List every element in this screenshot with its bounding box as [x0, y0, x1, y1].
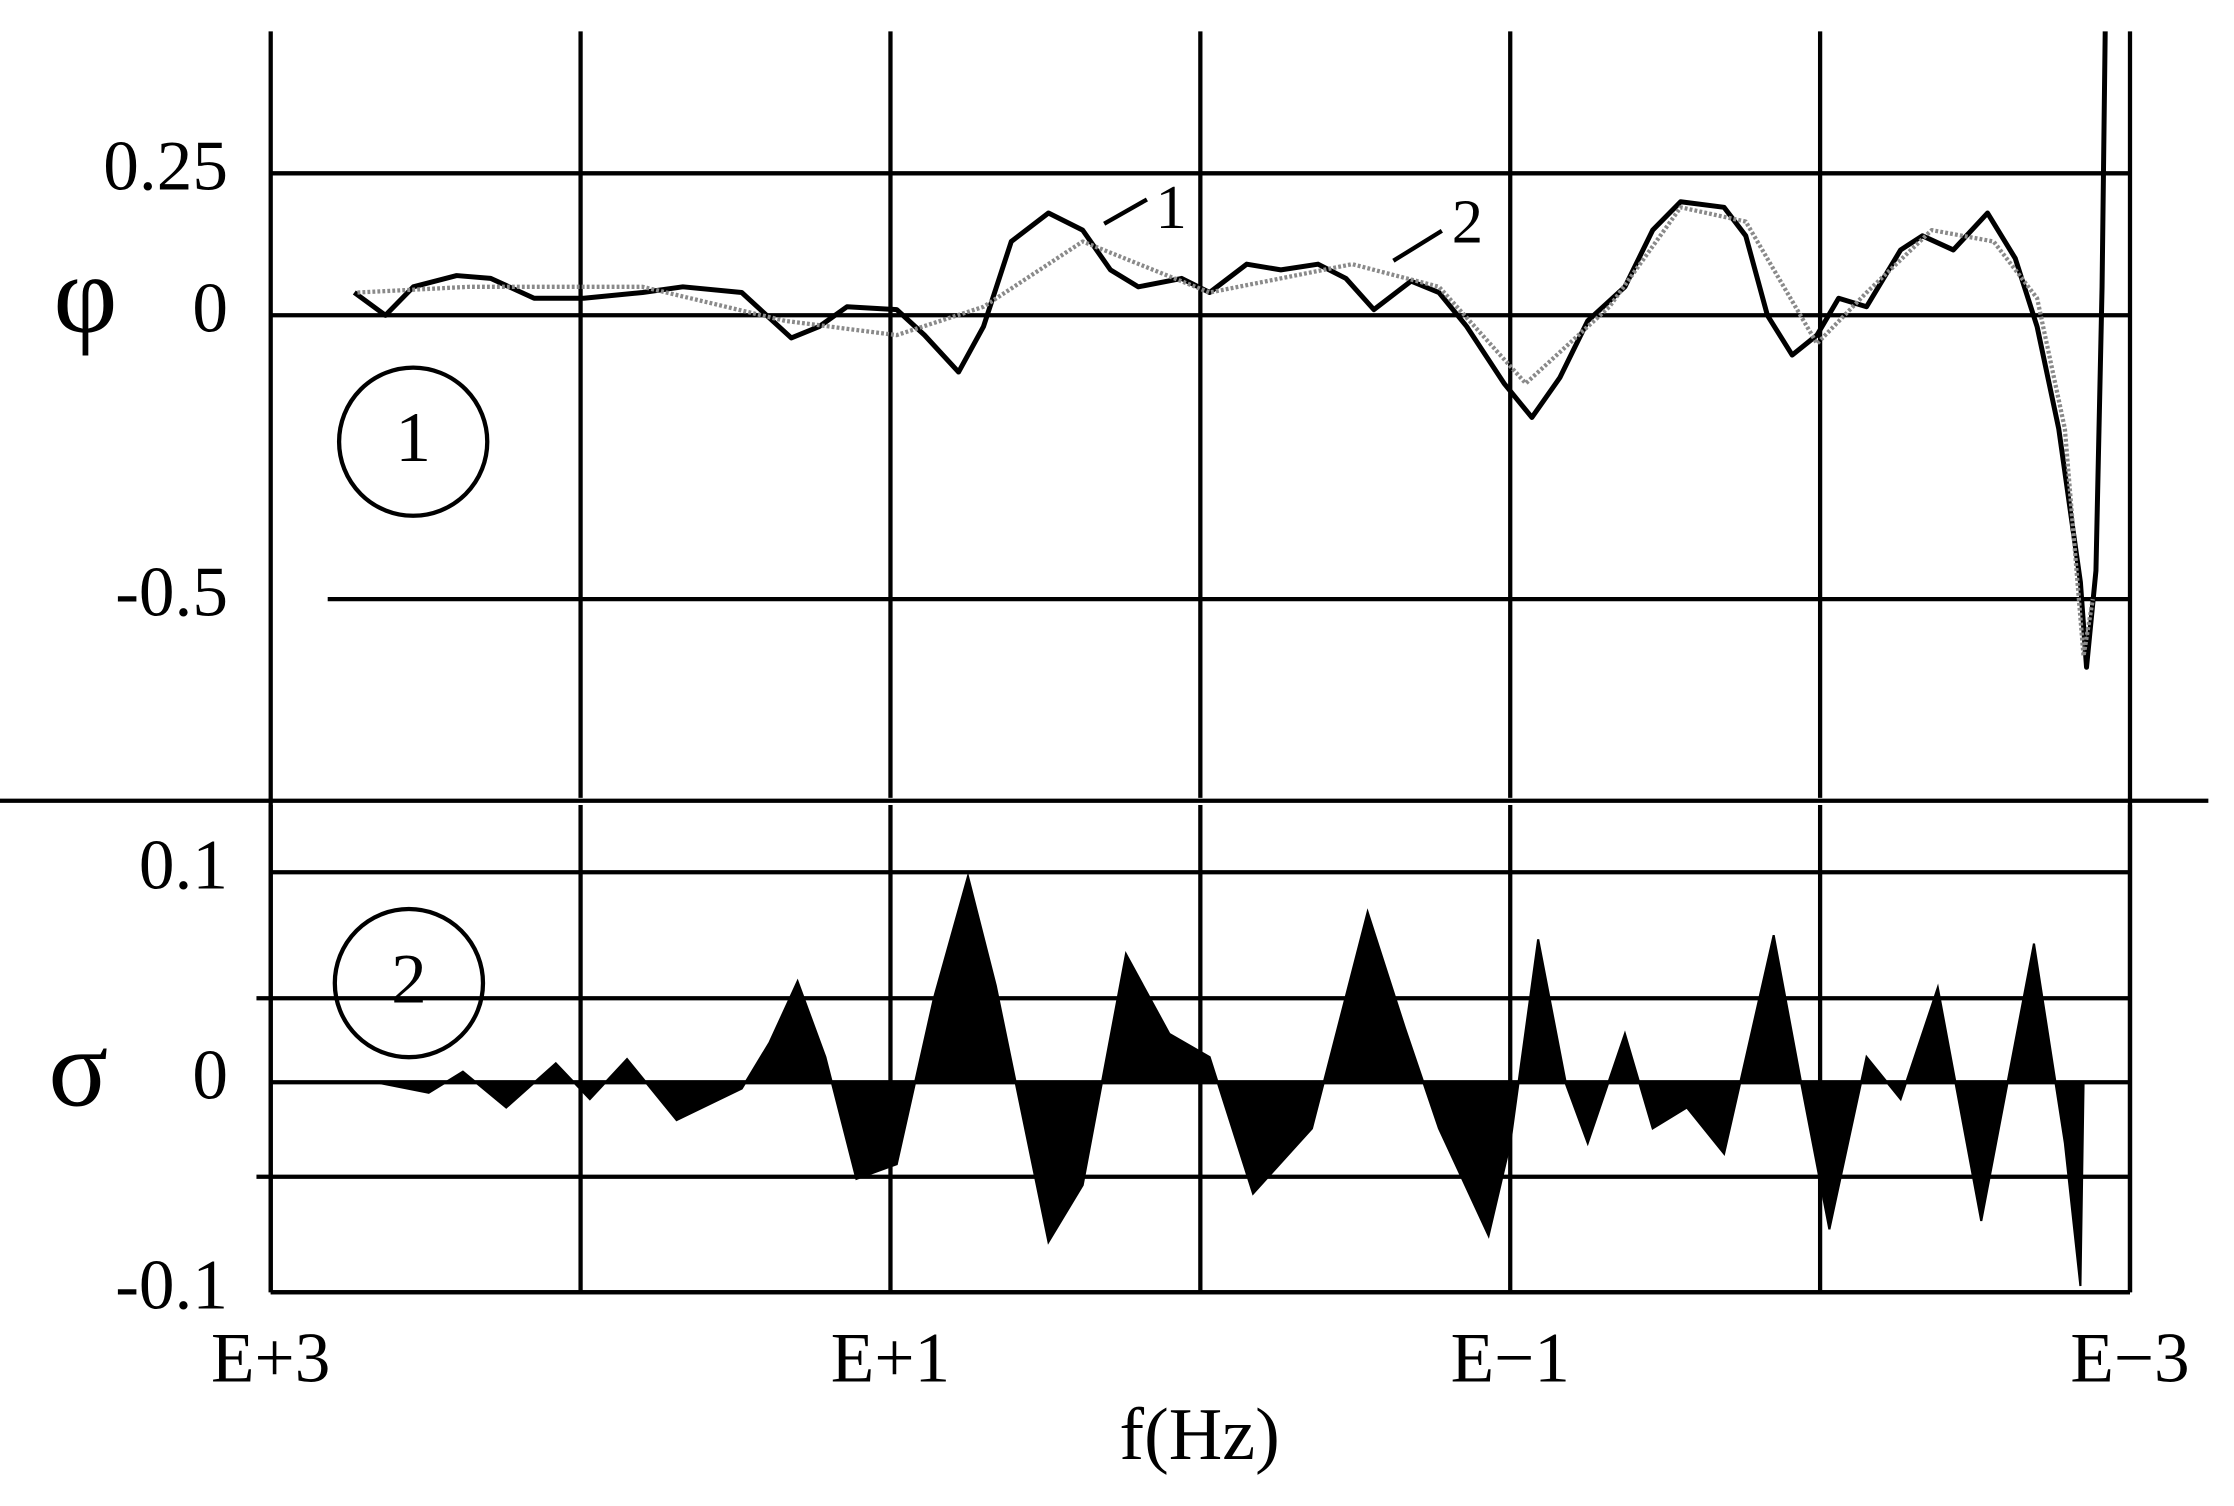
x-tick-label: E+1: [831, 1319, 950, 1397]
series-label: 2: [1452, 186, 1483, 256]
y-tick-label: 0.1: [139, 827, 228, 905]
y-tick-label: 0.25: [103, 128, 228, 206]
x-axis-label: f(Hz): [1119, 1394, 1279, 1476]
y-tick-label: 0: [192, 1037, 228, 1115]
leader-line: [1103, 197, 1148, 226]
leader-line: [1392, 229, 1443, 263]
area: [375, 872, 2085, 1287]
y-axis-label: σ: [48, 1007, 108, 1130]
line: [357, 205, 2095, 659]
y-tick-label: -0.1: [115, 1247, 228, 1325]
line: [352, 31, 2108, 670]
y-tick-label: 0: [192, 270, 228, 348]
y-axis-label: φ: [53, 234, 117, 357]
x-tick-label: E+3: [211, 1319, 330, 1397]
panel-badge: [332, 906, 486, 1060]
panel-badge: [336, 365, 490, 518]
panel-label: 2: [391, 940, 427, 1018]
x-tick-label: E−3: [2070, 1319, 2189, 1397]
y-tick-label: -0.5: [115, 553, 228, 631]
panel-label: 1: [395, 399, 431, 477]
x-tick-label: E−1: [1451, 1319, 1570, 1397]
series-label: 1: [1155, 172, 1186, 242]
